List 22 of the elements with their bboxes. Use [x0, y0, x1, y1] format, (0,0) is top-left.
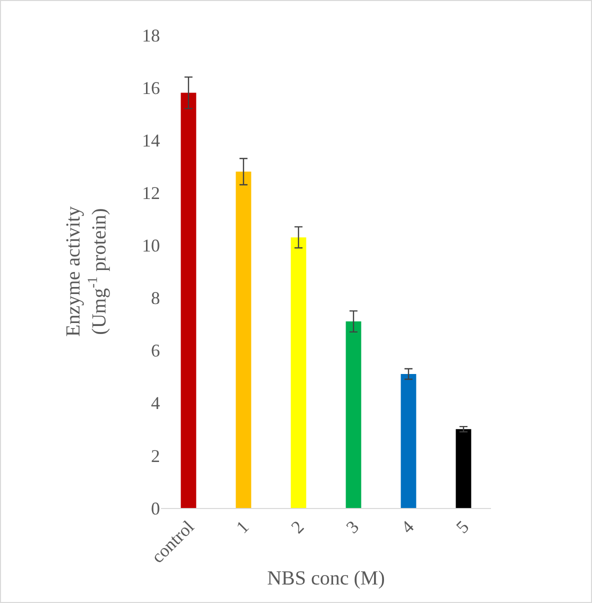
y-tick-label: 10 — [142, 236, 160, 256]
x-tick-label: 2 — [287, 516, 308, 538]
y-tick-label: 4 — [151, 393, 160, 414]
bar — [346, 321, 362, 508]
x-tick-label: 3 — [342, 516, 363, 538]
bar — [236, 172, 252, 508]
y-tick-label: 6 — [151, 340, 160, 361]
bar — [180, 92, 196, 508]
x-tick-label: 1 — [232, 516, 253, 538]
y-tick-label: 18 — [142, 25, 160, 46]
x-tick-label: 5 — [452, 516, 473, 538]
y-tick-label: 16 — [142, 78, 160, 98]
y-tick-label: 12 — [142, 182, 160, 203]
bar — [400, 374, 416, 508]
x-tick-label: 4 — [397, 516, 418, 538]
bar — [456, 429, 472, 508]
bar — [290, 237, 306, 508]
y-tick-label: 0 — [151, 498, 160, 518]
y-tick-label: 8 — [151, 288, 160, 308]
y-tick-label: 2 — [151, 446, 160, 466]
y-tick-label: 14 — [142, 130, 160, 150]
x-axis-title: NBS conc (M) — [267, 567, 385, 590]
